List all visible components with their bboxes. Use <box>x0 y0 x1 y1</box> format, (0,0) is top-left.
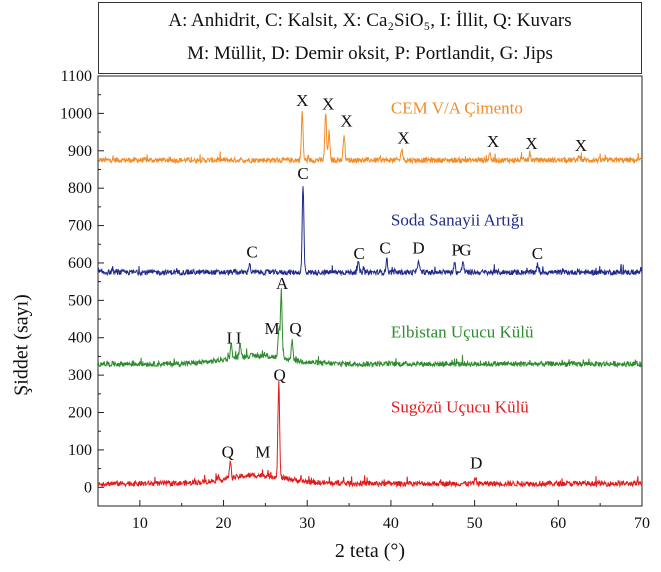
peak-label: D <box>412 239 424 258</box>
peak-label: C <box>353 244 364 263</box>
y-axis-label: Şiddet (sayı) <box>10 294 33 396</box>
x-tick-label: 20 <box>216 515 232 532</box>
peak-label: A <box>276 274 289 293</box>
x-tick-label: 30 <box>299 515 315 532</box>
series-line <box>97 186 643 277</box>
peak-label: D <box>470 454 482 473</box>
peak-label: I <box>227 328 233 347</box>
y-tick-label: 300 <box>68 367 92 384</box>
series-line <box>97 380 643 489</box>
x-tick-label: 50 <box>467 515 483 532</box>
peak-label: X <box>340 111 352 130</box>
axis-ticks: 10 20 30 40 50 60 7001002003004005006007008009… <box>60 68 650 532</box>
x-tick-label: 40 <box>383 515 399 532</box>
peak-label: M <box>265 319 280 338</box>
peak-label: I <box>236 328 242 347</box>
x-axis-label: 2 teta (°) <box>334 540 406 562</box>
legend-line-1: A: Anhidrit, C: Kalsit, X: Ca₂SiO₅, I: İ… <box>168 10 572 31</box>
peak-label: X <box>397 128 409 147</box>
series-line <box>97 110 643 165</box>
peak-label: X <box>322 95 334 114</box>
plot-frame <box>97 75 643 507</box>
y-tick-label: 600 <box>68 255 92 272</box>
peak-label: X <box>487 132 499 151</box>
peak-label: X <box>525 134 537 153</box>
peak-label: C <box>379 239 390 258</box>
peak-label: X <box>575 136 587 155</box>
peak-label: C <box>297 164 308 183</box>
peak-label: X <box>296 91 308 110</box>
series-line <box>97 288 643 369</box>
peak-label: G <box>459 240 471 259</box>
peak-label: Q <box>222 442 234 461</box>
peak-label: Q <box>289 319 301 338</box>
y-tick-label: 1000 <box>60 105 92 122</box>
x-tick-label: 10 <box>132 515 148 532</box>
series-name-label: Sugözü Uçucu Külü <box>391 398 529 417</box>
x-tick-label: 60 <box>550 515 566 532</box>
peak-label: P <box>451 240 460 259</box>
phase-legend: A: Anhidrit, C: Kalsit, X: Ca₂SiO₅, I: İ… <box>98 2 642 74</box>
y-tick-label: 100 <box>68 442 92 459</box>
peak-label: Q <box>273 366 285 385</box>
y-tick-label: 800 <box>68 180 92 197</box>
y-tick-label: 700 <box>68 218 92 235</box>
y-tick-label: 200 <box>68 405 92 422</box>
peak-label: C <box>246 242 257 261</box>
y-tick-label: 900 <box>68 143 92 160</box>
x-tick-label: 70 <box>634 515 650 532</box>
y-tick-label: 0 <box>84 479 92 496</box>
series-name-label: CEM V/A Çimento <box>391 98 523 117</box>
y-tick-label: 400 <box>68 330 92 347</box>
peak-label: M <box>255 442 270 461</box>
series-labels: CEM V/A Çimento Soda Sanayii Artığı Elbist… <box>391 98 534 416</box>
y-tick-label: 500 <box>68 292 92 309</box>
series-name-label: Soda Sanayii Artığı <box>391 211 524 230</box>
peak-label: C <box>532 244 543 263</box>
series-name-label: Elbistan Uçucu Külü <box>391 323 534 342</box>
y-tick-label: 1100 <box>61 68 92 85</box>
legend-line-2: M: Müllit, D: Demir oksit, P: Portlandit… <box>187 43 553 64</box>
series-lines <box>97 110 643 489</box>
